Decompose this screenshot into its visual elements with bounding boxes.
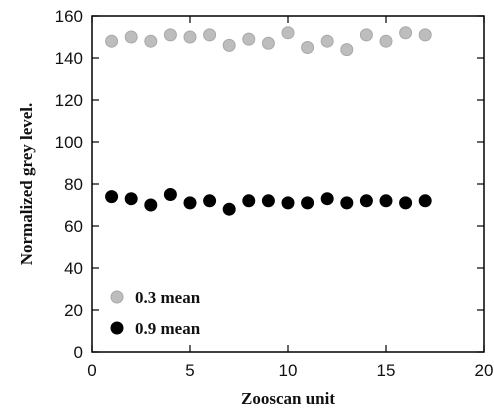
data-point-grey [106,35,118,47]
data-point-grey [243,33,255,45]
y-axis-title: Normalized grey level. [17,103,36,266]
data-point-grey [125,31,137,43]
y-tick-label: 140 [55,49,83,68]
legend-label: 0.9 mean [135,319,201,338]
data-point-grey [262,37,274,49]
legend: 0.3 mean 0.9 mean [111,288,201,338]
legend-marker-black [111,322,123,334]
data-point-grey [164,29,176,41]
data-points [106,27,432,215]
data-point-grey [380,35,392,47]
data-point-grey [341,44,353,56]
data-point-black [341,197,353,209]
y-tick-label: 0 [74,343,83,362]
data-point-black [360,195,372,207]
data-point-black [400,197,412,209]
y-tick-label: 40 [64,259,83,278]
data-point-grey [145,35,157,47]
data-point-black [106,191,118,203]
legend-marker-grey [111,291,123,303]
data-point-grey [204,29,216,41]
x-tick-label: 10 [279,361,298,380]
data-point-black [184,197,196,209]
data-point-black [204,195,216,207]
data-point-grey [223,39,235,51]
data-point-black [302,197,314,209]
y-tick-label: 160 [55,7,83,26]
data-point-grey [302,42,314,54]
data-point-black [321,193,333,205]
y-tick-label: 120 [55,91,83,110]
data-point-grey [419,29,431,41]
data-point-grey [321,35,333,47]
y-tick-label: 100 [55,133,83,152]
data-point-black [380,195,392,207]
y-tick-label: 60 [64,217,83,236]
legend-label: 0.3 mean [135,288,201,307]
y-tick-label: 20 [64,301,83,320]
x-tick-label: 5 [185,361,194,380]
y-tick-label: 80 [64,175,83,194]
x-tick-label: 15 [377,361,396,380]
data-point-grey [184,31,196,43]
data-point-black [223,203,235,215]
x-tick-label: 0 [87,361,96,380]
data-point-black [145,199,157,211]
data-point-black [164,189,176,201]
data-point-black [243,195,255,207]
data-point-black [262,195,274,207]
data-point-grey [400,27,412,39]
data-point-grey [282,27,294,39]
data-point-black [282,197,294,209]
data-point-black [125,193,137,205]
x-axis-title: Zooscan unit [241,389,335,408]
data-point-grey [360,29,372,41]
x-tick-label: 20 [475,361,494,380]
data-point-black [419,195,431,207]
